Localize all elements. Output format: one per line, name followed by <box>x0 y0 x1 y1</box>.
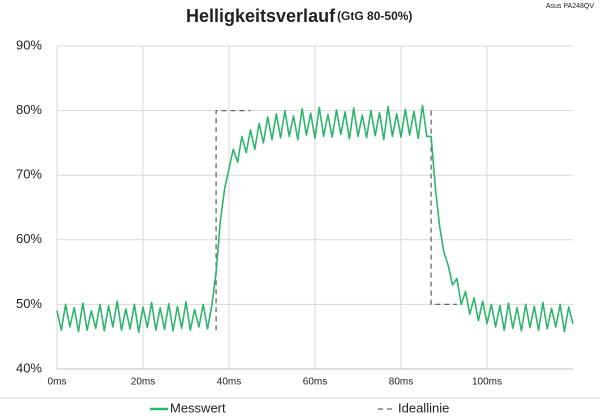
title: Helligkeitsverlauf <box>186 6 336 26</box>
x-tick-label: 100ms <box>472 377 502 388</box>
legend-label: Ideallinie <box>398 400 449 415</box>
x-tick-label: 20ms <box>131 377 155 388</box>
chart-title: Helligkeitsverlauf (GtG 80-50%) <box>186 6 412 26</box>
series-line <box>215 109 457 331</box>
source-label: Asus PA248QV <box>546 3 594 10</box>
x-tick-label: 80ms <box>389 377 413 388</box>
legend-label: Messwert <box>170 400 226 415</box>
y-tick-label: 80% <box>16 102 42 117</box>
y-tick-label: 60% <box>16 231 42 246</box>
x-tick-label: 60ms <box>303 377 327 388</box>
series-line <box>56 104 574 333</box>
x-tick-label: 40ms <box>217 377 241 388</box>
y-tick-label: 50% <box>16 296 42 311</box>
y-tick-label: 70% <box>16 167 42 182</box>
y-tick-label: 40% <box>16 360 42 375</box>
y-tick-label: 90% <box>16 37 42 52</box>
subtitle: (GtG 80-50%) <box>337 9 412 23</box>
x-tick-label: 0ms <box>48 377 67 388</box>
